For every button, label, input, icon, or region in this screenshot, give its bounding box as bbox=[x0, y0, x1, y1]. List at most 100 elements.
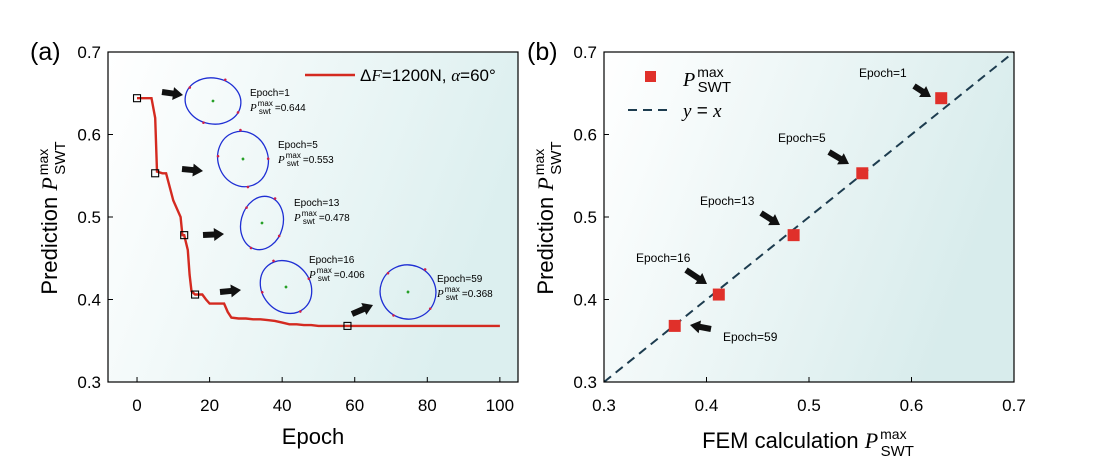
x-tick-label: 0.3 bbox=[592, 396, 616, 415]
epoch-marker bbox=[151, 169, 160, 178]
contour-node bbox=[236, 111, 240, 114]
contour-center bbox=[241, 157, 245, 161]
annotation-value: Pmax swt =0.553 bbox=[277, 151, 334, 168]
contour-center bbox=[260, 221, 264, 225]
contour-node bbox=[188, 86, 192, 89]
annotation-sup: max bbox=[286, 151, 301, 160]
annotation-symbol: P bbox=[277, 154, 285, 166]
annotation-number: =0.644 bbox=[275, 103, 306, 114]
annotation-arrow bbox=[684, 267, 707, 284]
annotation-number: =0.406 bbox=[334, 270, 365, 281]
contour-node bbox=[249, 246, 253, 250]
x-tick-label: 80 bbox=[418, 396, 437, 415]
epoch-markers bbox=[132, 94, 352, 330]
contour-inset bbox=[216, 128, 270, 189]
annotation-epoch: Epoch=1 bbox=[250, 88, 290, 99]
epoch-marker bbox=[180, 231, 189, 240]
annotation-epoch: Epoch=13 bbox=[294, 198, 340, 209]
contour-node bbox=[386, 271, 390, 275]
point-label: Epoch=5 bbox=[778, 131, 826, 145]
contour-node bbox=[307, 277, 311, 281]
contour-node bbox=[239, 128, 242, 132]
arrow-shape bbox=[350, 302, 373, 317]
annotation-arrow bbox=[181, 163, 203, 177]
x-ticks-a: 0 20 40 60 80 100 bbox=[132, 377, 514, 415]
x-tick-label: 40 bbox=[273, 396, 292, 415]
contour-node bbox=[260, 291, 264, 294]
arrow-shape bbox=[759, 210, 780, 226]
contour-node bbox=[277, 234, 281, 238]
annotation-arrow bbox=[219, 284, 241, 298]
x-tick-label: 0.7 bbox=[1002, 396, 1026, 415]
epoch-marker bbox=[343, 321, 352, 330]
annotation-symbol: P bbox=[308, 269, 316, 281]
legend-line-label: y = x bbox=[681, 101, 722, 122]
annotation-arrows-b bbox=[684, 83, 931, 334]
x-axis-label-a: Epoch bbox=[282, 424, 344, 449]
x-tick-label: 0 bbox=[132, 396, 141, 415]
scatter-points bbox=[668, 92, 948, 332]
scatter-point bbox=[935, 92, 948, 105]
annotation-number: =0.553 bbox=[303, 155, 334, 166]
contour-insets bbox=[184, 77, 437, 320]
annotation-arrow bbox=[759, 210, 780, 226]
annotation-arrow bbox=[161, 87, 183, 101]
epoch-marker bbox=[191, 290, 200, 299]
contour-inset bbox=[239, 195, 285, 251]
annotation-value: Pmax swt =0.644 bbox=[249, 99, 306, 116]
x-tick-label: 100 bbox=[486, 396, 514, 415]
point-label: Epoch=13 bbox=[700, 194, 755, 208]
y-ticks-b: 0.3 0.4 0.5 0.6 0.7 bbox=[573, 43, 609, 392]
svg-text:Prediction PmaxSWT: Prediction PmaxSWT bbox=[531, 141, 565, 294]
prediction-curve bbox=[137, 97, 500, 328]
contour-node bbox=[246, 185, 250, 189]
contour-node bbox=[216, 154, 220, 158]
contour-outline bbox=[239, 195, 285, 251]
contour-node bbox=[272, 259, 275, 263]
annotation-sub: swt bbox=[287, 159, 300, 168]
annotation-symbol: P bbox=[249, 102, 257, 114]
point-label: Epoch=16 bbox=[636, 251, 691, 265]
annotation-arrow bbox=[202, 227, 224, 241]
annotation-epoch: Epoch=59 bbox=[437, 274, 483, 285]
reference-line-y-equals-x bbox=[604, 52, 1014, 382]
contour-node bbox=[273, 197, 277, 200]
contour-inset bbox=[184, 77, 242, 125]
y-ticks-a: 0.3 0.4 0.5 0.6 0.7 bbox=[77, 43, 113, 392]
y-tick-label: 0.5 bbox=[573, 208, 597, 227]
arrow-shape bbox=[219, 284, 241, 298]
point-label: Epoch=1 bbox=[859, 66, 907, 80]
contour-node bbox=[223, 78, 227, 82]
annotation-number: =0.368 bbox=[462, 289, 493, 300]
y-tick-label: 0.7 bbox=[573, 43, 597, 62]
point-labels-b: Epoch=1 Epoch=5 Epoch=13 Epoch=16 Epoch=59 bbox=[636, 66, 907, 344]
contour-outline bbox=[259, 259, 313, 315]
annotation-arrow bbox=[827, 149, 849, 165]
arrow-shape bbox=[827, 149, 849, 165]
annotation-sup: max bbox=[445, 285, 460, 294]
annotation-arrow bbox=[912, 83, 931, 98]
panel-label-a: (a) bbox=[30, 38, 61, 66]
y-tick-label: 0.3 bbox=[77, 373, 101, 392]
y-tick-label: 0.3 bbox=[573, 373, 597, 392]
contour-node bbox=[245, 206, 248, 209]
arrow-shape bbox=[161, 87, 183, 101]
arrow-shape bbox=[690, 320, 712, 334]
epoch-marker bbox=[132, 94, 142, 103]
contour-node bbox=[423, 268, 427, 271]
x-tick-label: 0.6 bbox=[900, 396, 924, 415]
annotation-arrows-a bbox=[161, 87, 373, 317]
annotation-epoch: Epoch=16 bbox=[309, 255, 355, 266]
arrow-shape bbox=[684, 267, 707, 284]
contour-inset bbox=[259, 259, 313, 315]
y-axis-label-b: Prediction PmaxSWT bbox=[531, 141, 565, 294]
contour-outline bbox=[216, 130, 270, 188]
arrow-shape bbox=[912, 83, 931, 98]
scatter-point bbox=[668, 319, 681, 332]
annotation-sup: max bbox=[258, 99, 273, 108]
